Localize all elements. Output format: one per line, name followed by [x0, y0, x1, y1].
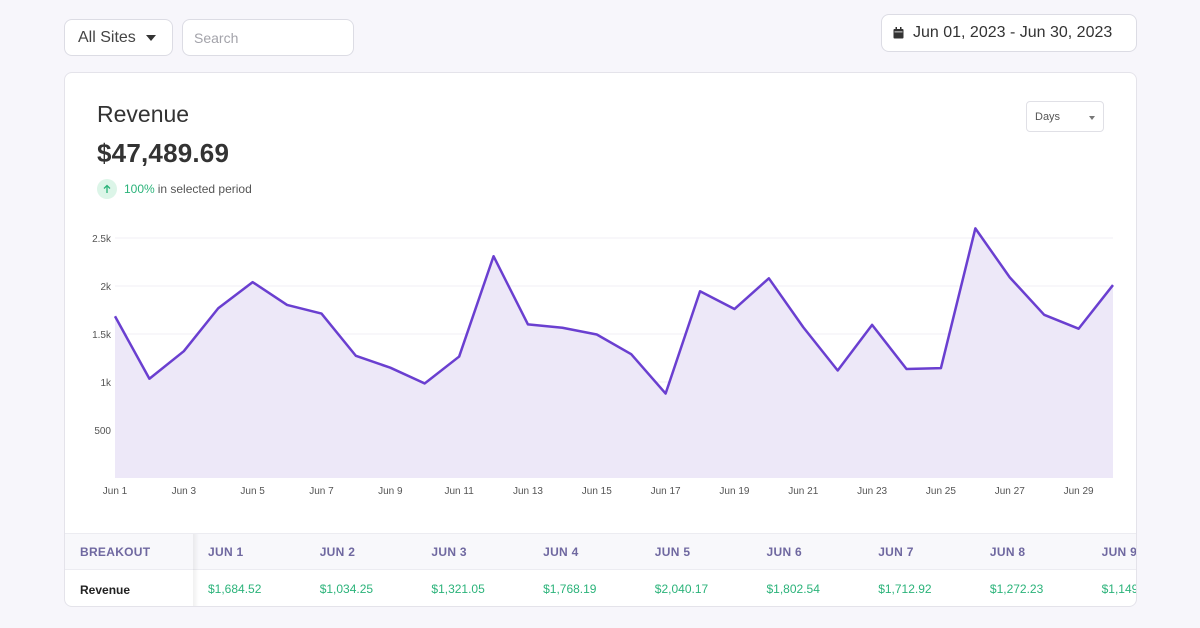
breakout-value-cell: $1,034.25: [319, 582, 374, 596]
breakout-row-label: Revenue: [80, 583, 131, 597]
x-tick-label: Jun 13: [513, 486, 543, 497]
date-range-label: Jun 01, 2023 - Jun 30, 2023: [913, 24, 1113, 41]
breakout-value-cell: $1,768.19: [543, 582, 597, 596]
revenue-total: $47,489.69: [97, 138, 230, 168]
breakout-column-header: JUN 5: [654, 545, 691, 559]
x-tick-label: Jun 23: [857, 486, 887, 497]
y-tick-label: 500: [94, 426, 111, 437]
breakout-value-cell: $1,272.23: [989, 582, 1044, 596]
x-tick-label: Jun 7: [309, 486, 334, 497]
x-tick-label: Jun 11: [444, 486, 474, 497]
x-tick-label: Jun 9: [378, 486, 403, 497]
breakout-value-cell: $1,149.00: [1101, 582, 1137, 596]
series-area: [115, 228, 1113, 478]
date-range-picker[interactable]: Jun 01, 2023 - Jun 30, 2023: [881, 14, 1137, 52]
series-line: [113, 227, 1114, 395]
sticky-column-shadow: [193, 534, 199, 606]
card-title: Revenue: [97, 101, 190, 127]
search-input[interactable]: [182, 19, 354, 56]
breakout-column-header: JUN 8: [989, 545, 1026, 559]
x-tick-label: Jun 19: [719, 486, 749, 497]
x-tick-label: Jun 3: [172, 486, 197, 497]
breakout-header-row: BREAKOUT JUN 1 JUN 2 JUN 3 JUN 4 JUN 5 JUN 6 J…: [65, 534, 1137, 570]
change-indicator: 100% in selected period: [97, 179, 252, 199]
breakout-column-header: JUN 4: [543, 545, 579, 559]
x-tick-label: Jun 27: [995, 486, 1025, 497]
x-tick-label: Jun 1: [103, 486, 128, 497]
caret-down-icon: [145, 34, 156, 41]
x-tick-label: Jun 29: [1064, 486, 1094, 497]
y-tick-label: 2k: [100, 282, 112, 293]
breakout-value-cell: $1,321.05: [431, 582, 485, 596]
x-tick-label: Jun 5: [240, 486, 265, 497]
revenue-chart: 500 1k 1.5k 2k 2.5k Jun 1 Jun 3 Jun 5 Jun 7 Jun 9…: [92, 227, 1114, 497]
x-tick-label: Jun 17: [651, 486, 681, 497]
breakout-column-header: JUN 1: [208, 545, 244, 559]
breakout-table: BREAKOUT JUN 1 JUN 2 JUN 3 JUN 4 JUN 5 JUN 6 J…: [65, 533, 1137, 606]
y-tick-label: 2.5k: [92, 234, 112, 245]
breakout-value-cell: $2,040.17: [654, 582, 709, 596]
arrow-up-icon: [97, 179, 117, 199]
breakout-column-header: JUN 6: [766, 545, 803, 559]
y-tick-label: 1k: [100, 378, 112, 389]
calendar-icon: [893, 27, 904, 39]
breakout-column-header: JUN 2: [319, 545, 356, 559]
breakout-revenue-row: Revenue $1,684.52 $1,034.25 $1,321.05 $1,76…: [65, 571, 1137, 606]
caret-down-icon: [1089, 116, 1095, 120]
breakout-value-cell: $1,712.92: [878, 582, 932, 596]
interval-label: Days: [1035, 110, 1061, 123]
toolbar: All Sites: [64, 19, 354, 56]
change-percent: 100%: [124, 182, 155, 196]
x-tick-label: Jun 15: [582, 486, 612, 497]
x-tick-label: Jun 25: [926, 486, 956, 497]
revenue-card: Revenue $47,489.69 100% in selected peri…: [64, 72, 1137, 607]
site-filter-dropdown[interactable]: All Sites: [64, 19, 173, 56]
breakout-header-label: BREAKOUT: [80, 544, 151, 559]
breakout-value-cell: $1,684.52: [208, 582, 262, 596]
breakout-value-cell: $1,802.54: [766, 582, 820, 596]
breakout-column-header: JUN 7: [878, 545, 914, 559]
breakout-column-header: JUN 3: [431, 545, 467, 559]
y-tick-label: 1.5k: [92, 330, 112, 341]
change-text: in selected period: [157, 182, 252, 196]
breakout-column-header: JUN 9: [1101, 545, 1137, 559]
site-filter-label: All Sites: [78, 28, 136, 46]
interval-dropdown[interactable]: Days: [1026, 101, 1104, 132]
x-tick-label: Jun 21: [788, 486, 818, 497]
